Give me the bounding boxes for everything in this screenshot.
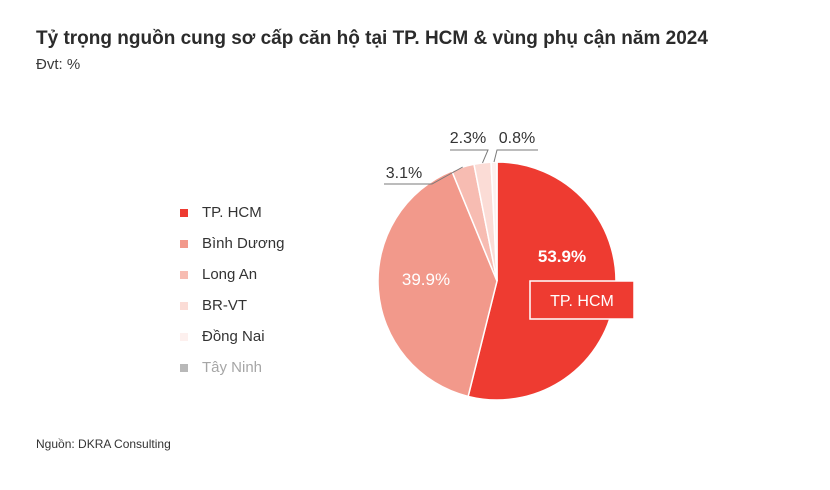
legend-swatch — [180, 332, 188, 341]
legend-item: Bình Dương — [180, 228, 284, 259]
chart-title: Tỷ trọng nguồn cung sơ cấp căn hộ tại TP… — [36, 28, 708, 49]
data-label-tphcm: 53.9% — [538, 247, 586, 266]
legend-item: Tây Ninh — [180, 352, 284, 383]
data-label-binh-duong: 39.9% — [402, 270, 450, 289]
leader-line — [493, 149, 538, 163]
pie-slice — [377, 169, 498, 398]
highlight-callout-box — [529, 280, 635, 320]
legend-item: Đồng Nai — [180, 321, 284, 352]
leader-line — [450, 149, 489, 164]
legend-label: BR-VT — [202, 297, 247, 314]
legend-label: Bình Dương — [202, 235, 285, 252]
legend-label: Long An — [202, 266, 258, 283]
legend-label: Đồng Nai — [202, 328, 265, 345]
highlight-callout-label: TP. HCM — [550, 293, 614, 310]
legend-item: TP. HCM — [180, 197, 284, 228]
legend-swatch — [180, 270, 188, 279]
chart-legend: TP. HCM Bình Dương Long An BR-VT Đồng Nai Tây… — [180, 197, 284, 383]
legend-item: Long An — [180, 259, 284, 290]
chart-unit: Đvt: % — [36, 56, 81, 73]
legend-label: Tây Ninh — [202, 359, 263, 376]
pie-slice — [490, 161, 498, 282]
data-label-outside: 3.1% — [386, 165, 422, 182]
legend-swatch — [180, 239, 188, 248]
data-label-outside: 0.8% — [499, 130, 535, 147]
legend-label: TP. HCM — [202, 204, 262, 221]
legend-swatch — [180, 208, 188, 217]
leader-line — [384, 166, 463, 185]
source-note: Nguồn: DKRA Consulting — [36, 437, 171, 451]
legend-item: BR-VT — [180, 290, 284, 321]
legend-swatch — [180, 301, 188, 310]
data-label-outside: 2.3% — [450, 130, 486, 147]
legend-swatch — [180, 363, 188, 372]
